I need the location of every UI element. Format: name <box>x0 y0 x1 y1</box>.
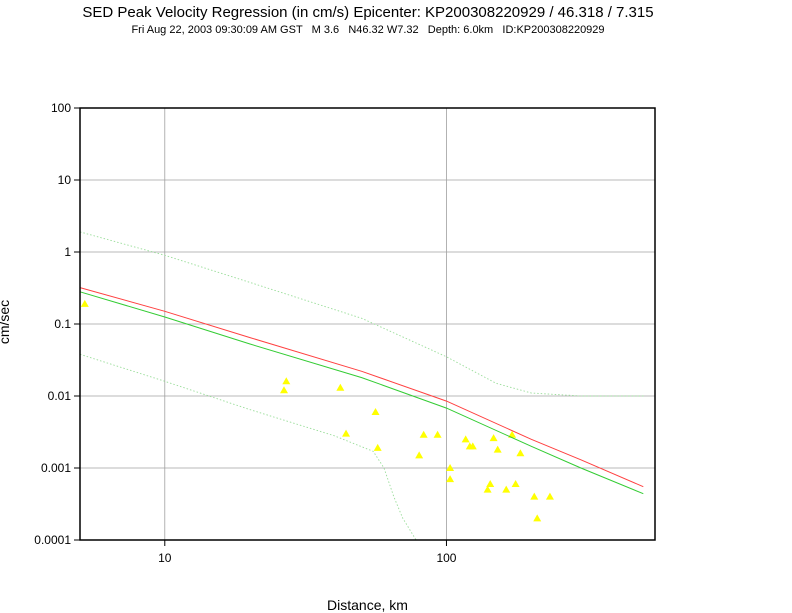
data-point-triangle <box>493 445 502 453</box>
data-point-triangle <box>433 430 442 438</box>
y-tick-label: 1 <box>64 245 71 259</box>
data-point-triangle <box>468 442 477 450</box>
y-tick-label: 100 <box>51 101 71 115</box>
data-point-triangle <box>415 451 424 459</box>
x-axis-label: Distance, km <box>327 597 408 613</box>
data-point-triangle <box>373 443 382 451</box>
regression-line <box>79 291 644 495</box>
data-point-triangle <box>342 429 351 437</box>
data-point-triangle <box>489 434 498 442</box>
tick-layer: 100 10 1 0.1 0.01 0.001 0.0001 10 100 <box>34 101 456 565</box>
data-point-triangle <box>461 435 470 443</box>
data-point-triangle <box>282 377 291 385</box>
data-point-triangle <box>80 299 89 307</box>
data-point-triangle <box>446 475 455 483</box>
data-point-triangle <box>508 430 517 438</box>
y-tick-label: 0.01 <box>48 389 72 403</box>
chart-title: SED Peak Velocity Regression (in cm/s) E… <box>82 4 654 21</box>
data-point-triangle <box>336 383 345 391</box>
x-tick-label: 100 <box>436 551 456 565</box>
data-point-triangle <box>446 464 455 471</box>
regression-line <box>79 287 644 488</box>
grid-lines <box>80 107 655 541</box>
y-tick-label: 0.001 <box>41 461 71 475</box>
data-point-triangle <box>502 485 511 493</box>
data-point-triangle <box>533 514 542 522</box>
y-tick-label: 10 <box>58 173 72 187</box>
data-point-triangle <box>280 386 289 394</box>
y-tick-label: 0.0001 <box>34 533 71 547</box>
data-point-triangle <box>511 479 520 487</box>
data-point-triangle <box>545 492 554 500</box>
data-point-triangle <box>483 485 492 493</box>
series-layer <box>79 231 644 541</box>
data-point-triangle <box>516 449 525 457</box>
data-point-triangle <box>530 492 539 500</box>
data-point-triangle <box>486 479 495 487</box>
y-tick-label: 0.1 <box>54 317 71 331</box>
data-point-triangle <box>419 430 428 438</box>
x-tick-label: 10 <box>158 551 172 565</box>
confidence-bound-line <box>79 353 417 541</box>
chart-subtitle: Fri Aug 22, 2003 09:30:09 AM GST M 3.6 N… <box>131 24 605 36</box>
data-point-triangle <box>371 407 380 415</box>
